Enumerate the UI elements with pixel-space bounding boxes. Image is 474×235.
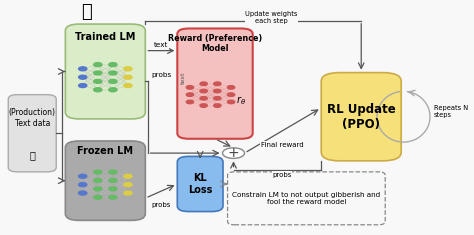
Text: probs: probs	[152, 202, 171, 208]
Circle shape	[214, 82, 221, 86]
Circle shape	[223, 148, 245, 158]
Circle shape	[94, 195, 102, 199]
Circle shape	[124, 84, 132, 88]
Text: RL Update
(PPO): RL Update (PPO)	[327, 103, 396, 131]
Text: $r_\theta$: $r_\theta$	[237, 94, 246, 107]
Circle shape	[200, 82, 207, 86]
Circle shape	[186, 86, 193, 89]
Circle shape	[124, 183, 132, 187]
Circle shape	[79, 174, 87, 178]
Circle shape	[109, 71, 117, 75]
Circle shape	[94, 88, 102, 92]
FancyBboxPatch shape	[177, 28, 253, 139]
Circle shape	[109, 170, 117, 174]
Circle shape	[186, 100, 193, 104]
Circle shape	[94, 71, 102, 75]
Text: 👑: 👑	[82, 3, 92, 21]
FancyBboxPatch shape	[65, 24, 146, 119]
Text: probs: probs	[272, 172, 292, 177]
Text: text: text	[154, 42, 168, 48]
Circle shape	[214, 89, 221, 93]
FancyBboxPatch shape	[321, 73, 401, 161]
Circle shape	[228, 100, 235, 104]
Text: KL
Loss: KL Loss	[188, 173, 212, 195]
Circle shape	[109, 178, 117, 182]
Circle shape	[94, 63, 102, 67]
Circle shape	[124, 67, 132, 71]
Circle shape	[200, 104, 207, 107]
Circle shape	[94, 170, 102, 174]
Circle shape	[94, 79, 102, 83]
Text: Trained LM: Trained LM	[75, 32, 136, 42]
Circle shape	[186, 93, 193, 96]
Circle shape	[214, 97, 221, 100]
Text: Frozen LM: Frozen LM	[77, 146, 133, 157]
Text: text: text	[180, 72, 185, 84]
Circle shape	[109, 195, 117, 199]
Circle shape	[79, 84, 87, 88]
Circle shape	[94, 178, 102, 182]
Circle shape	[109, 79, 117, 83]
Circle shape	[94, 187, 102, 191]
Circle shape	[79, 75, 87, 79]
Text: Final reward: Final reward	[261, 142, 303, 148]
Circle shape	[214, 104, 221, 107]
Text: Constrain LM to not output gibberish and
fool the reward model: Constrain LM to not output gibberish and…	[232, 192, 381, 205]
Circle shape	[228, 93, 235, 96]
Text: Reward (Preference)
Model: Reward (Preference) Model	[168, 34, 262, 53]
Text: Update weights
each step: Update weights each step	[246, 11, 298, 24]
Circle shape	[109, 63, 117, 67]
Text: Repeats N
steps: Repeats N steps	[434, 105, 468, 118]
Circle shape	[109, 187, 117, 191]
Circle shape	[79, 191, 87, 195]
Circle shape	[124, 174, 132, 178]
FancyBboxPatch shape	[8, 95, 56, 172]
FancyBboxPatch shape	[65, 141, 146, 220]
Text: +: +	[228, 146, 239, 160]
Circle shape	[124, 191, 132, 195]
Circle shape	[79, 183, 87, 187]
Circle shape	[124, 75, 132, 79]
Text: probs: probs	[151, 72, 172, 78]
Circle shape	[79, 67, 87, 71]
FancyBboxPatch shape	[177, 157, 223, 212]
Circle shape	[200, 89, 207, 93]
Circle shape	[228, 86, 235, 89]
Circle shape	[200, 97, 207, 100]
Text: (Production)
Text data: (Production) Text data	[9, 108, 56, 128]
Text: 🍌: 🍌	[29, 150, 35, 160]
Circle shape	[109, 88, 117, 92]
